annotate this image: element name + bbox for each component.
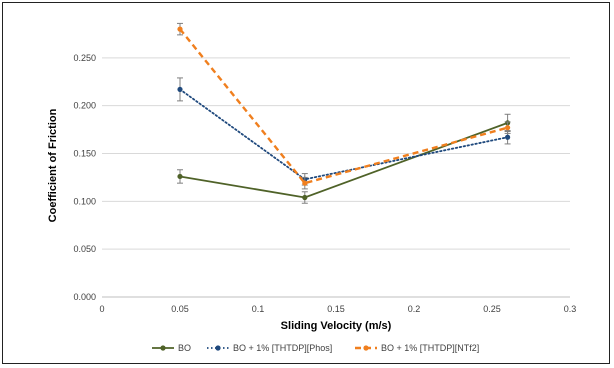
x-tick-label: 0 — [99, 304, 104, 314]
y-tick-label: 0.000 — [73, 292, 96, 302]
data-point — [177, 173, 183, 180]
series-line-1 — [179, 88, 509, 181]
legend-marker-0 — [160, 345, 166, 351]
y-tick-label: 0.200 — [73, 101, 96, 111]
x-tick-label: 0.3 — [564, 304, 577, 314]
x-tick-label: 0.15 — [327, 304, 345, 314]
data-point — [177, 86, 183, 93]
legend-label-2: BO + 1% [THTDP][NTf2] — [381, 343, 479, 353]
x-tick-label: 0.05 — [171, 304, 189, 314]
data-point — [505, 134, 511, 140]
x-tick-label: 0.25 — [483, 304, 501, 314]
data-point — [302, 194, 308, 201]
series-line-0 — [179, 122, 508, 199]
legend-label-0: BO — [178, 343, 191, 353]
y-tick-label: 0.050 — [73, 244, 96, 254]
data-point — [505, 125, 511, 131]
y-tick-label: 0.100 — [73, 196, 96, 206]
legend-label-1: BO + 1% [THTDP][Phos] — [233, 343, 332, 353]
legend-marker-2 — [363, 345, 369, 351]
legend-marker-1 — [215, 345, 221, 351]
x-axis-title: Sliding Velocity (m/s) — [281, 320, 392, 332]
y-tick-label: 0.250 — [73, 53, 96, 63]
y-axis-title: Coefficient of Friction — [47, 108, 59, 222]
y-tick-label: 0.150 — [73, 149, 96, 159]
x-tick-label: 0.1 — [252, 304, 265, 314]
data-point — [177, 26, 183, 32]
data-point — [302, 180, 308, 186]
x-tick-label: 0.2 — [408, 304, 421, 314]
